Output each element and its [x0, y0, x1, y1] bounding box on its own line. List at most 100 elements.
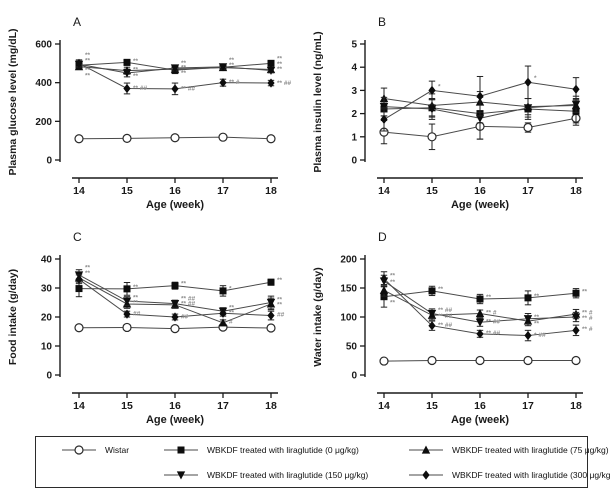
significance-label: **	[85, 270, 91, 277]
significance-label: **	[133, 300, 139, 307]
data-point-diamond	[267, 78, 275, 88]
panel-letter: B	[378, 15, 386, 29]
legend-box: Wistar WBKDF treated with liraglutide (0…	[35, 436, 610, 488]
data-point-triangle-down	[122, 297, 132, 306]
x-tick-label: 18	[570, 185, 582, 197]
significance-label: **	[181, 65, 187, 72]
data-point-square	[476, 295, 484, 303]
y-tick-label: 10	[41, 342, 53, 353]
y-tick-label: 5	[351, 40, 357, 51]
filled-square-marker-icon	[164, 446, 198, 453]
x-tick-label: 18	[265, 185, 277, 197]
x-axis-title: Age (week)	[146, 199, 204, 211]
significance-label: **	[438, 286, 444, 293]
x-tick-label: 17	[217, 185, 229, 197]
legend-label-liraglutide-75: WBKDF treated with liraglutide (75 μg/kg…	[452, 444, 609, 455]
panel-d-chart: 0 50 100 150 200 14 15 16 17 18 Age (week) Water in…	[312, 230, 593, 426]
y-axis-title: Plasma glucose level (mg/dL)	[7, 28, 19, 175]
data-point-open-circle	[427, 132, 437, 142]
x-tick-label: 18	[570, 400, 582, 412]
data-point-square	[267, 59, 275, 67]
panel-b-chart: 0 1 2 3 4 5 14 15 16 17 18 Age (week) Plasma insulin…	[312, 15, 583, 211]
significance-label: ** #	[582, 315, 593, 322]
data-point-square	[380, 293, 388, 301]
significance-annotations: **************** ##******** ##****** #**…	[85, 52, 291, 92]
data-point-triangle-down	[427, 105, 437, 114]
significance-label: **	[133, 294, 139, 301]
x-tick-label: 16	[474, 185, 486, 197]
legend-label-liraglutide-150: WBKDF treated with liraglutide (150 μg/k…	[207, 469, 369, 480]
significance-label: **	[277, 61, 283, 68]
significance-label: **	[133, 67, 139, 74]
x-tick-label: 15	[121, 400, 133, 412]
legend-item-wistar: Wistar	[42, 444, 162, 456]
series-open-circle	[74, 322, 276, 334]
significance-annotations: **********##**** ##** ####*****#******##	[85, 265, 285, 326]
y-tick-label: 4	[351, 63, 357, 74]
data-point-triangle-down	[170, 64, 180, 73]
data-point-open-circle	[266, 134, 276, 144]
significance-label: **	[229, 310, 235, 317]
y-tick-label: 2	[351, 109, 357, 120]
x-tick-label: 16	[169, 400, 181, 412]
significance-label: **	[277, 55, 283, 62]
y-tick-label: 30	[41, 284, 53, 295]
x-tick-label: 14	[73, 400, 85, 412]
data-point-open-circle	[74, 134, 84, 144]
series-filled-square	[75, 278, 275, 298]
filled-diamond-marker-icon	[409, 469, 443, 480]
y-tick-label: 400	[35, 78, 52, 89]
significance-label: **	[534, 314, 540, 321]
x-tick-label: 15	[426, 400, 438, 412]
x-tick-label: 17	[522, 185, 534, 197]
x-tick-label: 17	[217, 400, 229, 412]
data-point-diamond	[428, 85, 436, 95]
data-point-diamond	[524, 77, 532, 87]
data-point-triangle-down	[523, 315, 533, 324]
series-filled-diamond	[380, 271, 580, 342]
data-point-diamond	[267, 310, 275, 321]
data-point-diamond	[524, 330, 532, 341]
y-tick-label: 600	[35, 40, 52, 51]
x-axis-title: Age (week)	[451, 199, 509, 211]
data-point-triangle-down	[170, 300, 180, 309]
data-point-open-circle	[523, 122, 533, 133]
x-tick-label: 16	[474, 400, 486, 412]
significance-annotations: ********** ##** ##** ##**** #** ##** ##*…	[390, 273, 593, 339]
data-point-diamond	[380, 274, 388, 284]
series-filled-triangle-down	[74, 60, 276, 78]
panel-letter: D	[378, 230, 387, 244]
legend-label-liraglutide-0: WBKDF treated with liraglutide (0 μg/kg)	[207, 444, 359, 455]
significance-label: ** ##	[438, 307, 452, 314]
series-filled-triangle-down	[74, 269, 276, 316]
y-tick-label: 3	[351, 86, 357, 97]
data-point-diamond	[171, 312, 179, 322]
y-tick-label: 40	[41, 255, 53, 266]
x-tick-label: 16	[169, 185, 181, 197]
significance-label: ** #	[582, 309, 593, 316]
series-filled-triangle-down	[379, 95, 581, 140]
significance-label: **	[582, 288, 588, 295]
data-point-square	[572, 289, 580, 297]
y-axis-title: Food intake (g/day)	[7, 269, 19, 365]
data-point-diamond	[219, 78, 227, 88]
data-point-triangle-up	[218, 318, 228, 327]
significance-label: **	[133, 284, 139, 291]
x-tick-label: 15	[121, 185, 133, 197]
data-point-square	[267, 278, 275, 286]
data-point-diamond	[572, 84, 580, 94]
significance-label: *	[534, 75, 537, 82]
data-point-triangle-down	[427, 309, 437, 319]
legend-label-liraglutide-300: WBKDF treated with liraglutide (300 μg/k…	[452, 469, 610, 480]
y-tick-label: 0	[351, 156, 357, 167]
panel-c-chart: 0 10 20 30 40 14 15 16 17 18 Age (week) Food intake…	[7, 230, 285, 426]
data-point-triangle-down	[475, 318, 485, 327]
legend-item-liraglutide-75: WBKDF treated with liraglutide (75 μg/kg…	[407, 444, 610, 456]
data-point-triangle-down	[379, 103, 389, 112]
series-open-circle	[379, 355, 581, 366]
significance-label: **	[85, 72, 91, 79]
series-filled-diamond	[75, 58, 275, 96]
filled-triangle-up-marker-icon	[409, 445, 443, 454]
y-tick-label: 100	[340, 313, 357, 324]
significance-label: *	[438, 83, 441, 90]
